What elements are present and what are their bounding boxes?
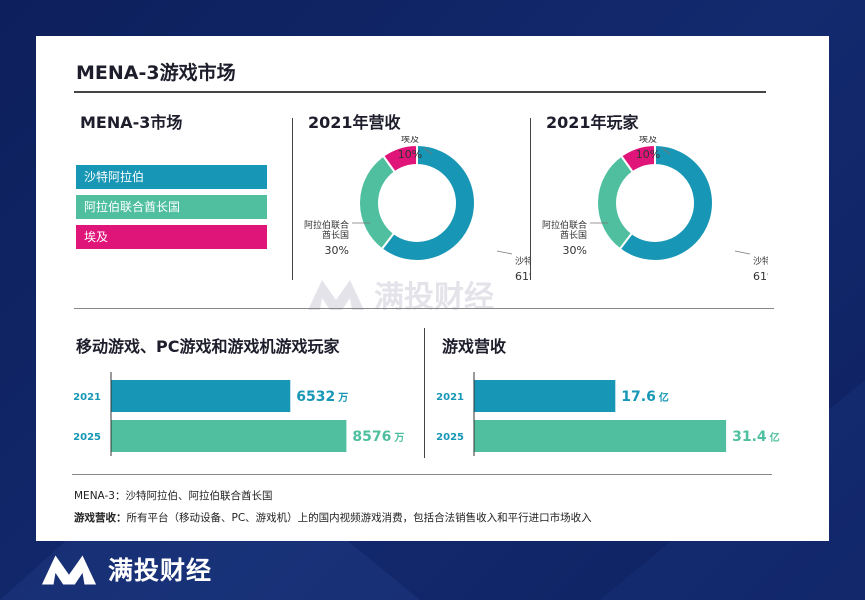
revenue-donut-title: 2021年营收 <box>308 113 401 132</box>
donut-slice <box>381 143 418 174</box>
revenue-donut-chart: 沙特阿拉伯 61% 阿拉伯联合酋长国 30% 埃及 10% <box>304 136 530 283</box>
bar-divider <box>424 328 425 458</box>
watermark: 满投财经 <box>306 272 494 316</box>
bar-value-label: 31.4 亿 <box>732 429 780 445</box>
slice-value-label: 30% <box>563 244 587 257</box>
slice-label: 酋长国 <box>560 229 587 241</box>
label-connector <box>661 147 671 155</box>
title-underline <box>74 91 766 93</box>
brand-name: 满投财经 <box>108 556 213 585</box>
bar-category-label: 2021 <box>436 392 464 403</box>
slice-label: 埃及 <box>401 136 419 145</box>
market-section-title: MENA-3市场 <box>80 113 183 132</box>
bar <box>111 420 347 452</box>
bar-value-label: 17.6 亿 <box>621 389 669 405</box>
brand-logo-icon <box>41 555 97 585</box>
note-mena3: MENA-3：沙特阿拉伯、阿拉伯联合酋长国 <box>74 488 272 503</box>
mid-divider <box>74 308 774 309</box>
slice-label: 沙特阿拉伯 <box>515 255 530 267</box>
donut-slice <box>618 143 714 262</box>
bar <box>474 420 727 452</box>
slice-value-label: 10% <box>398 148 422 161</box>
bar-category-label: 2021 <box>74 392 101 403</box>
watermark-logo-icon <box>308 280 364 310</box>
note-mena3-text: MENA-3：沙特阿拉伯、阿拉伯联合酋长国 <box>74 490 273 502</box>
legend-item-saudi: 沙特阿拉伯 <box>76 165 267 189</box>
players-donut-title: 2021年玩家 <box>546 113 639 132</box>
donut-slice <box>380 143 476 262</box>
legend-item-uae: 阿拉伯联合酋长国 <box>76 195 267 219</box>
slice-label: 阿拉伯联合 <box>542 219 587 231</box>
infographic-card: MENA-3游戏市场 MENA-3市场 沙特阿拉伯 阿拉伯联合酋长国 埃及 20… <box>36 36 829 541</box>
divider-2 <box>530 118 531 280</box>
donut-slice <box>358 154 397 251</box>
slice-value-label: 61% <box>753 270 768 283</box>
slice-label: 酋长国 <box>322 229 349 241</box>
bar-category-label: 2025 <box>436 432 464 443</box>
bar-category-label: 2025 <box>74 432 101 443</box>
label-connector <box>734 250 751 255</box>
main-title: MENA-3游戏市场 <box>76 62 236 84</box>
players-donut-chart: 沙特阿拉伯 61% 阿拉伯联合酋长国 30% 埃及 10% <box>542 136 768 283</box>
slice-label: 沙特阿拉伯 <box>753 255 768 267</box>
label-connector <box>423 147 433 155</box>
note-revenue-text: 所有平台（移动设备、PC、游戏机）上的国内视频游戏消费，包括合法销售收入和平行进… <box>126 512 592 524</box>
bar-value-label: 6532 万 <box>296 389 348 405</box>
brand-footer: 满投财经 <box>40 551 212 587</box>
players-bar-title: 移动游戏、PC游戏和游戏机游戏玩家 <box>76 337 340 356</box>
note-revenue-label: 游戏营收： <box>74 512 127 524</box>
bar-value-label: 8576 万 <box>352 429 404 445</box>
note-revenue: 游戏营收：所有平台（移动设备、PC、游戏机）上的国内视频游戏消费，包括合法销售收… <box>74 510 592 525</box>
players-bar-chart: 2021 6532 万 2025 8576 万 <box>74 372 404 456</box>
notes-divider <box>72 474 772 475</box>
legend-item-egypt: 埃及 <box>76 225 267 249</box>
bar <box>111 380 291 412</box>
slice-label: 阿拉伯联合 <box>304 219 349 231</box>
slice-value-label: 61% <box>515 270 530 283</box>
bar <box>474 380 616 412</box>
revenue-bar-title: 游戏营收 <box>442 337 507 356</box>
donut-slice <box>619 143 656 174</box>
donut-slice <box>596 154 635 251</box>
watermark-text: 满投财经 <box>374 280 494 315</box>
revenue-bar-chart: 2021 17.6 亿 2025 31.4 亿 <box>436 372 780 456</box>
slice-value-label: 30% <box>325 244 349 257</box>
slice-value-label: 10% <box>636 148 660 161</box>
divider-1 <box>292 118 293 280</box>
slice-label: 埃及 <box>639 136 657 145</box>
label-connector <box>496 250 513 255</box>
